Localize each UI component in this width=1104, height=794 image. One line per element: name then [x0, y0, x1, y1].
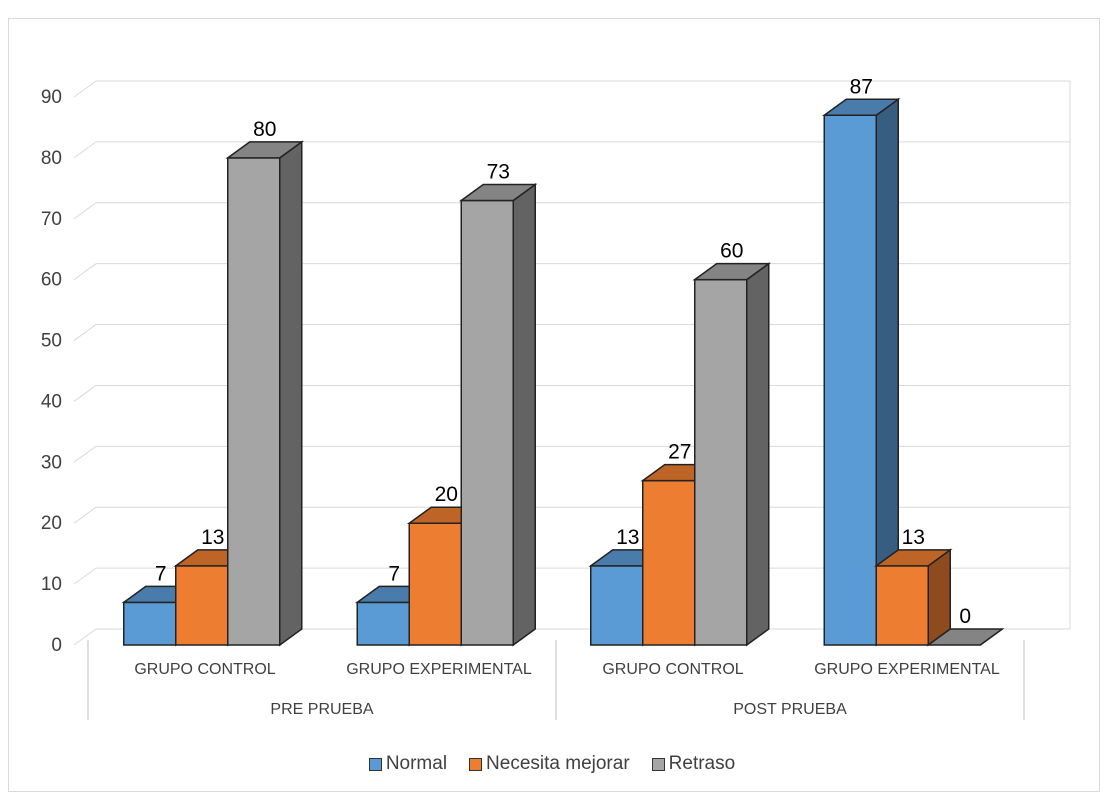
bar-front [408, 522, 462, 646]
gridline-depth [73, 141, 97, 159]
bar-front [875, 565, 929, 646]
y-tick-label: 80 [41, 148, 62, 169]
x-group-label: PRE PRUEBA [270, 701, 373, 718]
legend-item-normal: Normal [368, 753, 448, 775]
y-axis-labels: 0 10 20 30 40 50 60 70 80 90 [41, 87, 62, 656]
bar [925, 628, 1005, 646]
x-axis: GRUPO CONTROL GRUPO EXPERIMENTAL GRUPO CON… [87, 640, 1025, 720]
gridline-depth [73, 263, 97, 281]
bar-top [925, 628, 1005, 646]
gridline-depth [73, 385, 97, 402]
data-label: 27 [668, 441, 691, 464]
bar-front [694, 278, 748, 646]
y-tick-label: 90 [41, 87, 62, 108]
bar-front [823, 114, 877, 646]
gridline-depth [73, 80, 97, 98]
bar-side [746, 262, 770, 647]
bar-front [642, 479, 696, 646]
gridline-depth [73, 202, 97, 220]
legend-label-necesita-mejorar: Necesita mejorar [486, 753, 630, 774]
bar-front [460, 199, 514, 646]
bar-top [458, 183, 538, 202]
legend-swatch-retraso [651, 757, 665, 771]
chart-legend: Normal Necesita mejorar Retraso [0, 752, 1104, 776]
legend-item-retraso: Retraso [651, 753, 736, 775]
bar [873, 548, 953, 647]
bar-top [873, 549, 953, 567]
data-labels: 7 13 80 7 20 73 13 27 60 87 13 0 [155, 75, 971, 628]
bar-side [279, 140, 303, 647]
y-tick-label: 10 [41, 574, 62, 595]
gridline-depth [73, 445, 97, 463]
legend-label-normal: Normal [385, 753, 448, 774]
bar-top [821, 98, 901, 117]
y-tick-label: 0 [51, 635, 62, 656]
bars [121, 97, 1005, 647]
legend-swatch-necesita-mejorar [469, 757, 483, 771]
bar [225, 140, 305, 647]
x-group-label: POST PRUEBA [733, 701, 847, 718]
data-label: 80 [253, 118, 276, 141]
data-label: 20 [435, 483, 458, 506]
bar [821, 97, 901, 647]
data-label: 0 [959, 605, 971, 628]
gridline-depth [73, 506, 97, 524]
data-label: 73 [487, 161, 510, 184]
y-tick-label: 70 [41, 209, 62, 230]
data-label: 7 [155, 562, 167, 585]
x-tick-label: GRUPO EXPERIMENTAL [346, 661, 532, 678]
y-tick-label: 40 [41, 391, 62, 412]
bar-front [590, 565, 644, 646]
gridline-depth [73, 628, 97, 646]
x-tick-label: GRUPO CONTROL [134, 661, 275, 678]
bar [692, 262, 772, 647]
bar-front [227, 157, 281, 646]
bar-top [225, 141, 305, 159]
data-label: 7 [388, 562, 400, 585]
legend-label-retraso: Retraso [668, 753, 736, 774]
data-label: 13 [616, 526, 639, 549]
bar-front [123, 601, 177, 646]
data-label: 60 [720, 240, 743, 263]
y-tick-label: 20 [41, 513, 62, 534]
legend-swatch-normal [368, 757, 382, 771]
y-tick-label: 60 [41, 270, 62, 291]
bar-front [356, 601, 410, 646]
chart-frame [8, 18, 1100, 792]
gridline-depth [73, 567, 97, 585]
data-label: 87 [850, 75, 873, 98]
y-tick-label: 50 [41, 331, 62, 352]
y-tick-label: 30 [41, 452, 62, 473]
data-label: 13 [201, 526, 224, 549]
x-tick-label: GRUPO EXPERIMENTAL [814, 661, 1000, 678]
bar-side [512, 183, 536, 647]
bar-front [175, 565, 229, 646]
gridline-depth [73, 324, 97, 341]
x-tick-label: GRUPO CONTROL [602, 661, 743, 678]
legend-item-necesita-mejorar: Necesita mejorar [469, 753, 630, 775]
bar [458, 183, 538, 647]
data-label: 13 [902, 526, 925, 549]
bar-top [692, 262, 772, 281]
